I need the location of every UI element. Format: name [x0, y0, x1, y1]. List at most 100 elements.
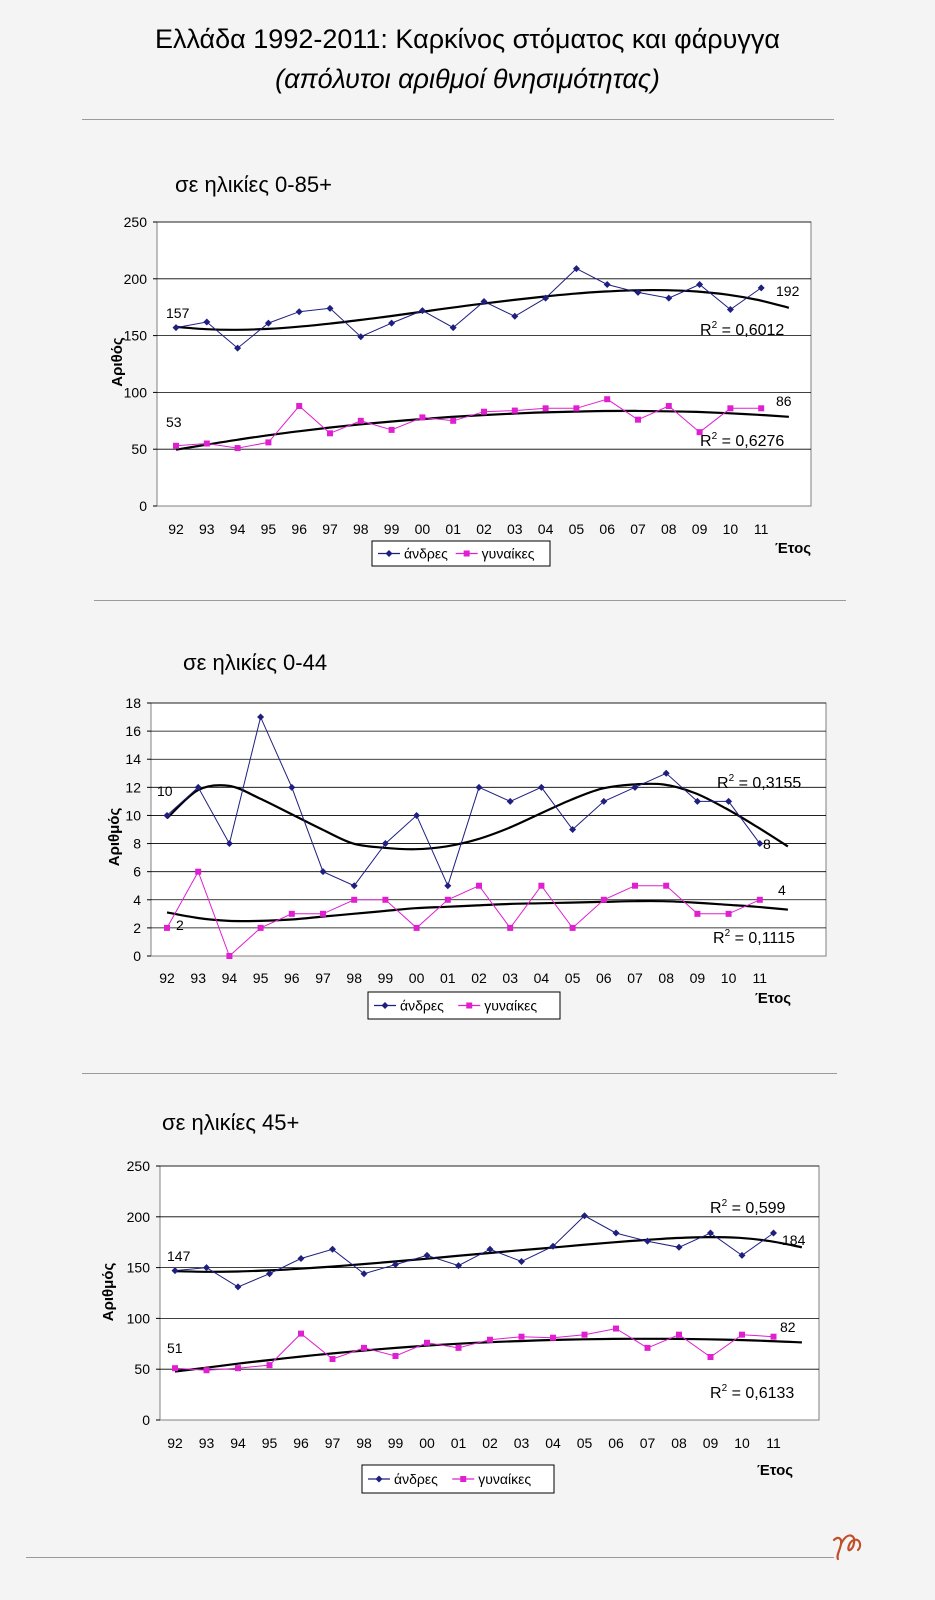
- y-tick-label: 50: [131, 441, 147, 457]
- data-point-men: [537, 783, 545, 791]
- r2-label: R2 = 0,599: [710, 1198, 786, 1217]
- data-point-women: [727, 405, 734, 412]
- data-point-men: [569, 826, 577, 833]
- data-point-women: [665, 403, 672, 410]
- data-point-men: [225, 840, 233, 848]
- x-tick-label: 99: [388, 1435, 404, 1451]
- data-point-men: [297, 1254, 305, 1262]
- data-point-men: [288, 783, 296, 791]
- x-axis-label: Έτος: [757, 1462, 793, 1479]
- data-point-men: [603, 280, 611, 288]
- x-tick-label: 97: [315, 970, 331, 986]
- series-line-men: [174, 1215, 774, 1288]
- y-tick-label: 250: [127, 1158, 151, 1174]
- x-tick-label: 94: [230, 521, 246, 537]
- x-tick-label: 01: [440, 970, 456, 986]
- data-point-men: [444, 882, 452, 890]
- legend-marker-men: [375, 1475, 383, 1483]
- x-tick-label: 93: [190, 970, 206, 986]
- data-label: 192: [776, 283, 800, 299]
- x-tick-label: 99: [378, 970, 394, 986]
- data-point-men: [381, 840, 389, 848]
- data-point-men: [770, 1229, 777, 1237]
- divider-2: [82, 1073, 837, 1074]
- page-title: Ελλάδα 1992-2011: Καρκίνος στόματος και …: [154, 24, 781, 54]
- legend-label-men: άνδρες: [400, 998, 444, 1014]
- divider-bottom: [26, 1557, 834, 1558]
- data-point-women: [644, 1344, 651, 1351]
- data-point-women: [382, 896, 389, 903]
- y-axis-label: Αριθμός: [106, 808, 123, 867]
- data-point-women: [569, 924, 576, 931]
- x-tick-label: 95: [261, 521, 277, 537]
- data-point-men: [449, 324, 457, 332]
- x-tick-label: 03: [502, 970, 518, 986]
- data-point-men: [203, 318, 211, 326]
- plot-area: [150, 702, 827, 957]
- y-tick-label: 18: [125, 695, 141, 711]
- x-tick-label: 05: [569, 521, 585, 537]
- data-point-men: [423, 1251, 431, 1259]
- trendline-men: [166, 782, 789, 851]
- data-point-women: [164, 924, 170, 931]
- y-tick-label: 250: [124, 214, 148, 230]
- x-tick-label: 99: [384, 521, 400, 537]
- x-tick-label: 11: [766, 1435, 781, 1451]
- panel-title: σε ηλικίες 0-44: [183, 650, 327, 675]
- x-tick-label: 92: [167, 1435, 183, 1451]
- x-tick-label: 93: [199, 1435, 215, 1451]
- y-tick-label: 150: [124, 328, 148, 344]
- data-point-women: [288, 910, 295, 917]
- x-tick-label: 02: [471, 970, 487, 986]
- x-tick-label: 97: [325, 1435, 341, 1451]
- data-point-women: [770, 1333, 777, 1340]
- y-tick-label: 2: [133, 920, 141, 936]
- data-point-men: [511, 312, 519, 320]
- data-point-men: [549, 1242, 557, 1250]
- data-point-men: [581, 1212, 588, 1220]
- x-tick-label: 06: [599, 521, 615, 537]
- x-tick-label: 92: [168, 521, 184, 537]
- data-point-men: [738, 1251, 746, 1259]
- data-point-women: [550, 1334, 556, 1341]
- data-point-men: [696, 280, 704, 288]
- data-point-men: [392, 1261, 399, 1269]
- data-point-women: [195, 868, 202, 875]
- x-tick-label: 10: [723, 521, 739, 537]
- data-point-men: [319, 868, 327, 876]
- x-axis-label: Έτος: [775, 540, 811, 557]
- data-point-women: [707, 1354, 714, 1361]
- data-point-women: [351, 896, 358, 903]
- data-point-women: [329, 1356, 336, 1363]
- data-point-women: [296, 403, 303, 410]
- divider-1: [94, 600, 846, 601]
- series-line-women: [175, 398, 762, 449]
- data-point-women: [573, 405, 580, 412]
- data-label: 157: [166, 305, 190, 321]
- legend-label-women: γυναίκες: [482, 546, 535, 562]
- series-line-women: [166, 870, 761, 957]
- data-point-women: [361, 1344, 367, 1351]
- y-tick-label: 16: [125, 723, 141, 739]
- x-tick-label: 01: [445, 521, 461, 537]
- data-point-women: [235, 1365, 241, 1372]
- data-point-women: [600, 896, 607, 903]
- data-label: 51: [167, 1340, 183, 1356]
- data-point-women: [481, 408, 487, 415]
- data-point-women: [413, 924, 420, 931]
- data-point-women: [226, 953, 233, 959]
- y-tick-label: 12: [125, 779, 141, 795]
- x-tick-label: 08: [661, 521, 677, 537]
- x-tick-label: 04: [534, 970, 550, 986]
- data-label: 184: [782, 1232, 806, 1248]
- x-tick-label: 05: [565, 970, 581, 986]
- data-point-women: [203, 440, 210, 447]
- series-line-men: [166, 715, 761, 888]
- data-point-men: [665, 294, 673, 302]
- x-tick-label: 97: [322, 521, 338, 537]
- x-tick-label: 01: [451, 1435, 467, 1451]
- data-point-men: [418, 307, 426, 315]
- y-tick-label: 100: [124, 384, 148, 400]
